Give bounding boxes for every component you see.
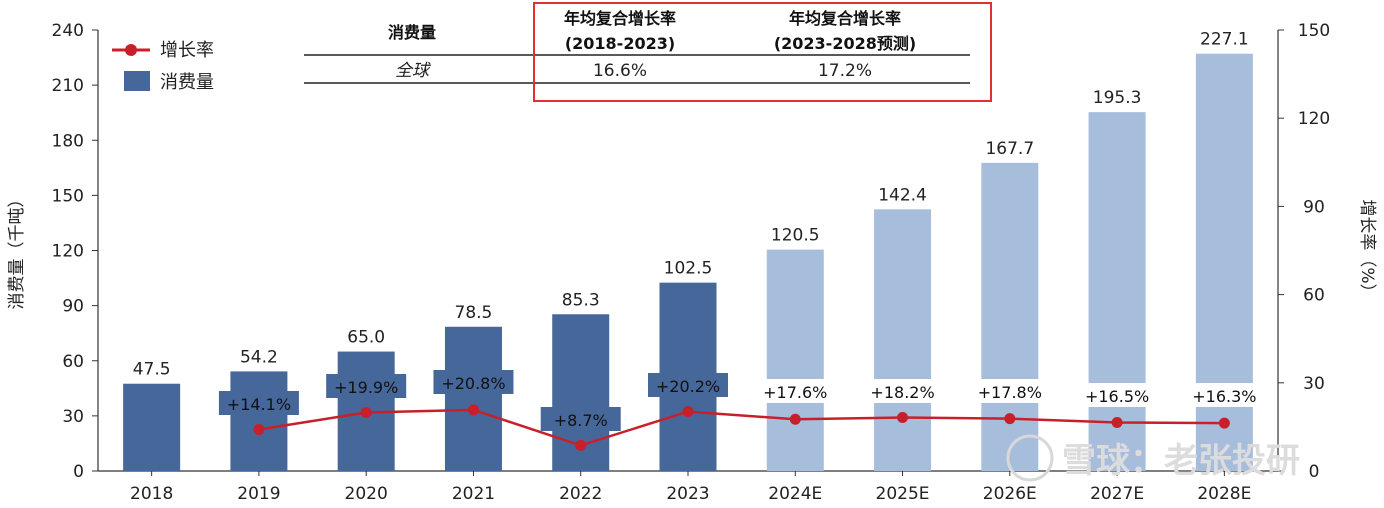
growth-line [258, 408, 1225, 447]
legend-label-growth: 增长率 [160, 40, 214, 61]
growth-label-box [862, 379, 943, 403]
growth-label-box [218, 391, 299, 415]
growth-label-box [1077, 383, 1158, 407]
y-tick-label: 60 [62, 352, 84, 372]
growth-label: +17.8% [978, 383, 1042, 402]
bar-value-label: 227.1 [1200, 30, 1249, 50]
table-header-period: (2018-2023) [565, 34, 675, 53]
bar-value-label: 54.2 [240, 347, 278, 367]
y-tick-label: 0 [73, 462, 84, 482]
growth-point [1218, 417, 1230, 429]
table-cell-region: 全球 [395, 61, 432, 81]
x-tick-label: 2025E [876, 484, 930, 504]
x-tick-label: 2028E [1197, 484, 1251, 504]
y2-tick-label: 0 [1309, 462, 1320, 482]
growth-label: +20.2% [656, 377, 720, 396]
growth-line-series: +14.1% +19.9% +20.8% +8.7% +20.2% +17.6% +18.2… [218, 370, 1265, 451]
x-tick-label: 2024E [768, 484, 822, 504]
cagr-highlight-box [533, 2, 992, 102]
watermark-text: 雪球：老张投研 [1062, 441, 1300, 481]
growth-label: +14.1% [227, 395, 291, 414]
legend-bar-swatch [124, 71, 150, 91]
bar-value-label: 102.5 [664, 259, 713, 279]
growth-point [467, 404, 479, 416]
x-tick-label: 2018 [130, 484, 173, 504]
y-tick-label: 210 [52, 76, 84, 96]
table-header-period: (2023-2028预测) [774, 34, 916, 53]
growth-label: +16.3% [1192, 387, 1256, 406]
x-tick-label: 2021 [452, 484, 495, 504]
growth-point [789, 413, 801, 425]
growth-point [253, 424, 265, 436]
bar-value-label: 167.7 [985, 139, 1034, 159]
cagr-table: 消费量 年均复合增长率 (2018-2023) 年均复合增长率 (2023-2028预测… [304, 2, 992, 102]
y2-tick-label: 120 [1298, 109, 1330, 129]
y-tick-label: 120 [52, 242, 84, 262]
y-tick-label: 150 [52, 186, 84, 206]
y2-tick-label: 30 [1303, 374, 1325, 394]
bar-2025E [874, 209, 932, 471]
y-axis-title: 消费量（千吨） [7, 191, 27, 310]
bar-value-label: 47.5 [133, 360, 171, 380]
table-header-cagr: 年均复合增长率 [564, 9, 676, 28]
bar-value-label: 85.3 [562, 290, 600, 310]
axes: 0 30 60 90 120 150 180 210 240 0 30 60 90 120 150 2018 2… [7, 21, 1377, 504]
bar-value-label: 120.5 [771, 226, 820, 246]
growth-point [1111, 416, 1123, 428]
y-tick-label: 180 [52, 131, 84, 151]
growth-label: +18.2% [870, 383, 934, 402]
y-tick-label: 90 [62, 297, 84, 317]
growth-label-box [969, 379, 1050, 403]
growth-label-box [648, 373, 728, 397]
y2-tick-label: 90 [1303, 197, 1325, 217]
y2-tick-label: 60 [1303, 286, 1325, 306]
y-tick-label: 30 [62, 407, 84, 427]
x-tick-label: 2026E [983, 484, 1037, 504]
bar-2027E [1088, 112, 1146, 471]
bar-2021 [444, 326, 502, 471]
growth-label: +19.9% [334, 378, 398, 397]
watermark: 雪球：老张投研 [1006, 434, 1300, 482]
growth-label-box [755, 379, 836, 403]
growth-label: +20.8% [441, 374, 505, 393]
x-tick-label: 2022 [559, 484, 602, 504]
growth-label: +16.5% [1085, 387, 1149, 406]
growth-label-box [540, 407, 621, 431]
bar-value-label: 142.4 [878, 185, 927, 205]
table-cell-cagr-2018-2023: 16.6% [593, 61, 647, 81]
legend-line-marker [125, 44, 137, 56]
bar-value-label: 78.5 [455, 303, 493, 323]
bar-2028E [1195, 53, 1253, 472]
x-tick-label: 2023 [666, 484, 709, 504]
bar-value-label: 195.3 [1093, 88, 1142, 108]
growth-label: +17.6% [763, 383, 827, 402]
growth-point [575, 439, 587, 451]
growth-point [682, 406, 694, 418]
bar-2024E [766, 249, 824, 471]
growth-point [1004, 413, 1016, 425]
growth-point [360, 406, 372, 418]
x-tick-label: 2027E [1090, 484, 1144, 504]
watermark-logo-icon [1006, 434, 1054, 482]
bar-value-label: 65.0 [347, 328, 385, 348]
y2-tick-label: 150 [1298, 21, 1330, 41]
table-cell-cagr-2023-2028: 17.2% [818, 61, 872, 81]
x-tick-label: 2019 [237, 484, 280, 504]
growth-label-box [1184, 383, 1265, 407]
y-tick-label: 240 [52, 21, 84, 41]
growth-label: +8.7% [554, 411, 608, 430]
legend-label-consumption: 消费量 [160, 72, 214, 93]
x-tick-label: 2020 [345, 484, 388, 504]
growth-label-box [326, 374, 407, 398]
table-header-metric: 消费量 [388, 23, 436, 42]
table-header-cagr: 年均复合增长率 [789, 9, 901, 28]
bar-2018 [123, 383, 181, 471]
bar-2019 [230, 371, 288, 471]
growth-point [897, 411, 909, 423]
bar-2026E [981, 162, 1039, 471]
growth-label-box [433, 370, 514, 394]
y2-axis-title: 增长率（%） [1357, 199, 1377, 300]
